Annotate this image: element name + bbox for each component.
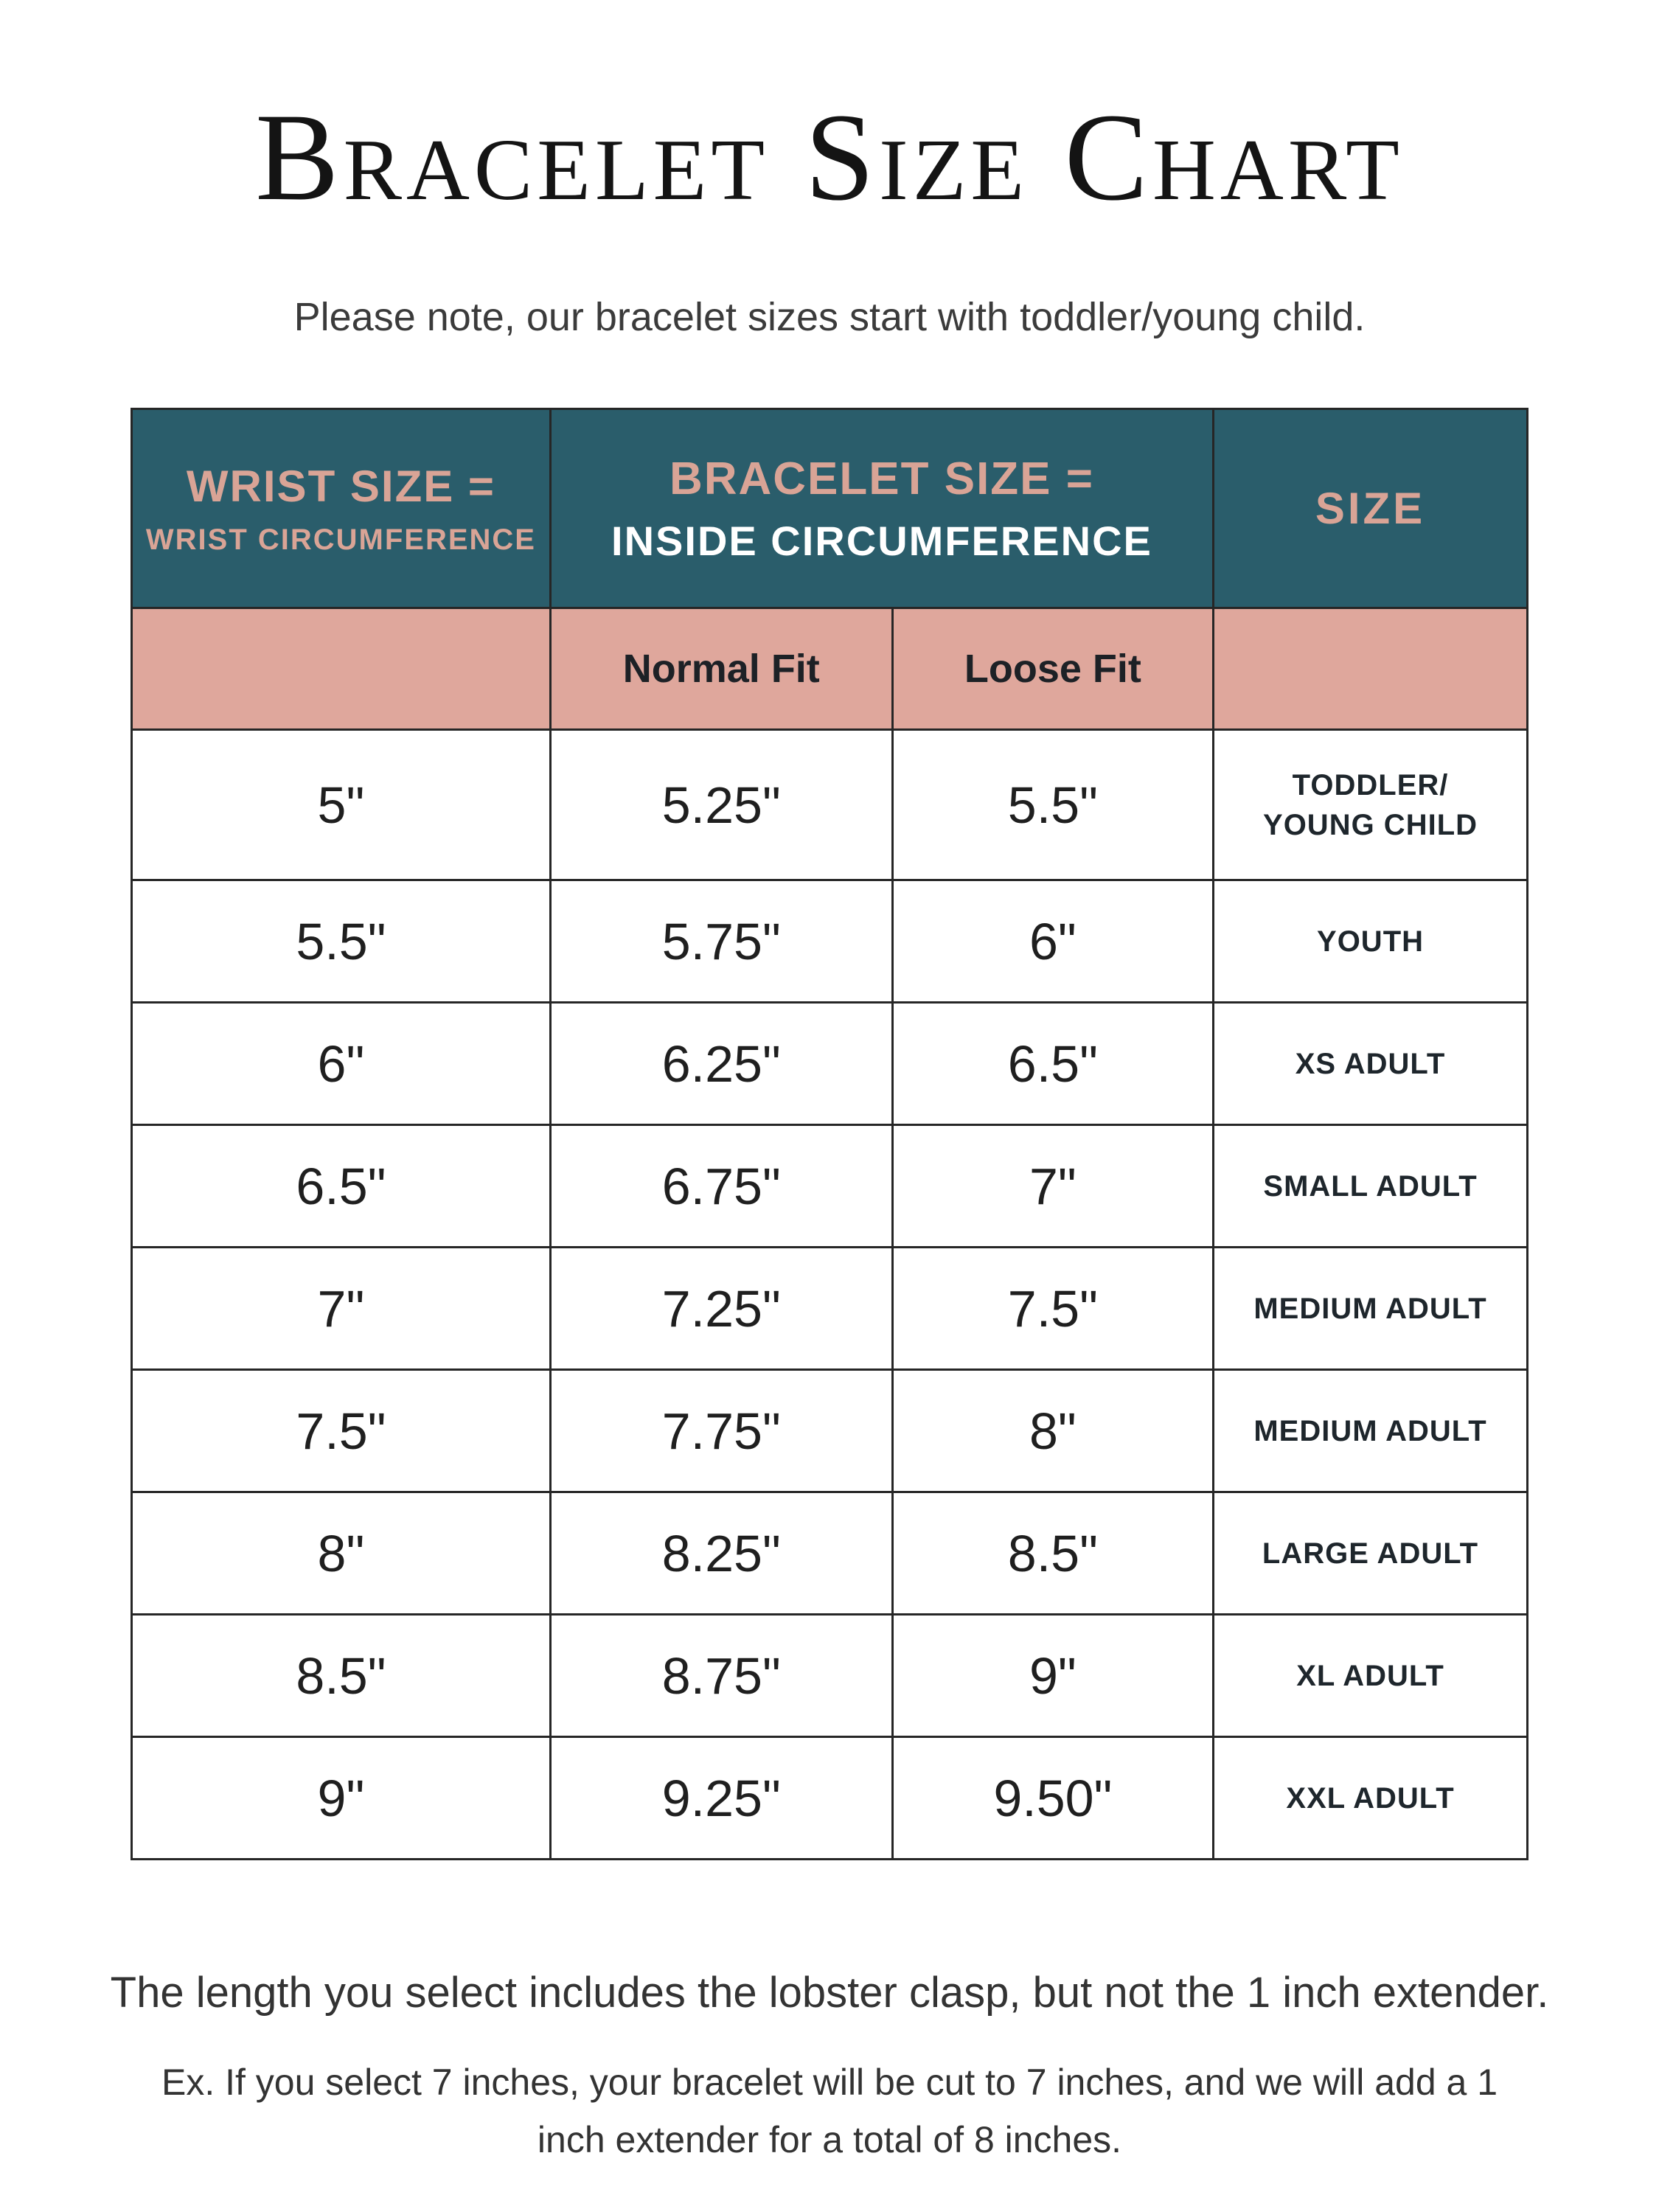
normal-fit-cell: 7.75" — [549, 1368, 894, 1493]
size-cell: XXL ADULT — [1212, 1736, 1528, 1860]
normal-fit-cell: 9.25" — [549, 1736, 894, 1860]
wrist-cell: 5" — [131, 728, 552, 881]
size-cell: TODDLER/ YOUNG CHILD — [1212, 728, 1528, 881]
wrist-cell: 7.5" — [131, 1368, 552, 1493]
wrist-cell: 6" — [131, 1001, 552, 1126]
normal-fit-cell: 5.25" — [549, 728, 894, 881]
loose-fit-cell: 8.5" — [891, 1491, 1215, 1615]
size-cell: XL ADULT — [1212, 1613, 1528, 1738]
wrist-cell: 5.5" — [131, 879, 552, 1004]
header-bracelet-size: BRACELET SIZE = INSIDE CIRCUMFERENCE — [549, 408, 1215, 609]
subheader-empty-left — [131, 607, 552, 731]
loose-fit-cell: 7" — [891, 1124, 1215, 1248]
table-row: 9" 9.25" 9.50" XXL ADULT — [131, 1736, 1528, 1860]
loose-fit-cell: 9.50" — [891, 1736, 1215, 1860]
size-cell: MEDIUM ADULT — [1212, 1368, 1528, 1493]
wrist-cell: 8" — [131, 1491, 552, 1615]
header-wrist-size: WRIST SIZE = WRIST CIRCUMFERENCE — [131, 408, 552, 609]
loose-fit-cell: 6.5" — [891, 1001, 1215, 1126]
table-row: 8.5" 8.75" 9" XL ADULT — [131, 1613, 1528, 1738]
loose-fit-cell: 8" — [891, 1368, 1215, 1493]
subheader-empty-right — [1212, 607, 1528, 731]
normal-fit-cell: 8.25" — [549, 1491, 894, 1615]
normal-fit-cell: 8.75" — [549, 1613, 894, 1738]
table-row: 8" 8.25" 8.5" LARGE ADULT — [131, 1491, 1528, 1615]
header-size: SIZE — [1212, 408, 1528, 609]
table-row: 6" 6.25" 6.5" XS ADULT — [131, 1001, 1528, 1126]
size-table: WRIST SIZE = WRIST CIRCUMFERENCE BRACELE… — [131, 408, 1528, 1860]
wrist-cell: 7" — [131, 1246, 552, 1371]
table-header-row: WRIST SIZE = WRIST CIRCUMFERENCE BRACELE… — [131, 408, 1528, 609]
wrist-size-subtitle: WRIST CIRCUMFERENCE — [145, 523, 536, 556]
table-row: 7" 7.25" 7.5" MEDIUM ADULT — [131, 1246, 1528, 1371]
loose-fit-cell: 7.5" — [891, 1246, 1215, 1371]
size-cell: LARGE ADULT — [1212, 1491, 1528, 1615]
table-subheader-row: Normal Fit Loose Fit — [131, 607, 1528, 731]
normal-fit-cell: 7.25" — [549, 1246, 894, 1371]
wrist-size-title: WRIST SIZE = — [186, 461, 495, 511]
subheader-normal-fit: Normal Fit — [549, 607, 894, 731]
normal-fit-cell: 5.75" — [549, 879, 894, 1004]
table-row: 5.5" 5.75" 6" YOUTH — [131, 879, 1528, 1004]
size-cell: YOUTH — [1212, 879, 1528, 1004]
loose-fit-cell: 9" — [891, 1613, 1215, 1738]
footer-note-example: Ex. If you select 7 inches, your bracele… — [161, 2062, 1498, 2160]
wrist-cell: 6.5" — [131, 1124, 552, 1248]
footer-note-clasp: The length you select includes the lobst… — [110, 1969, 1549, 2017]
size-title: SIZE — [1315, 484, 1426, 533]
size-cell: MEDIUM ADULT — [1212, 1246, 1528, 1371]
page-subtitle: Please note, our bracelet sizes start wi… — [293, 295, 1366, 339]
bracelet-size-subtitle: INSIDE CIRCUMFERENCE — [611, 517, 1152, 564]
table-row: 6.5" 6.75" 7" SMALL ADULT — [131, 1124, 1528, 1248]
size-cell: SMALL ADULT — [1212, 1124, 1528, 1248]
bracelet-size-title: BRACELET SIZE = — [669, 453, 1094, 504]
page-title: Bracelet Size Chart — [255, 88, 1404, 226]
loose-fit-cell: 5.5" — [891, 728, 1215, 881]
normal-fit-cell: 6.25" — [549, 1001, 894, 1126]
size-cell: XS ADULT — [1212, 1001, 1528, 1126]
table-row: 7.5" 7.75" 8" MEDIUM ADULT — [131, 1368, 1528, 1493]
loose-fit-cell: 6" — [891, 879, 1215, 1004]
normal-fit-cell: 6.75" — [549, 1124, 894, 1248]
wrist-cell: 9" — [131, 1736, 552, 1860]
wrist-cell: 8.5" — [131, 1613, 552, 1738]
table-row: 5" 5.25" 5.5" TODDLER/ YOUNG CHILD — [131, 728, 1528, 881]
subheader-loose-fit: Loose Fit — [891, 607, 1215, 731]
